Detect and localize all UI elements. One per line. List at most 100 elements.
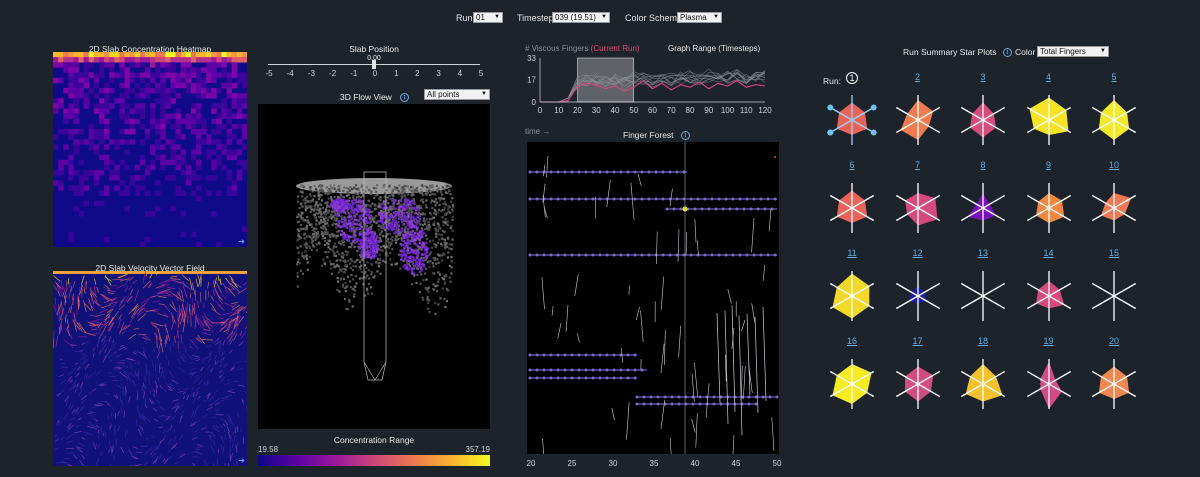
heatmap-cell xyxy=(53,108,58,113)
star-run-number[interactable]: 13 xyxy=(953,248,1013,258)
heatmap-cell xyxy=(73,114,78,119)
star-run-number[interactable]: 20 xyxy=(1084,336,1144,346)
star-plot-run-1[interactable]: 1 xyxy=(822,72,882,152)
heatmap-cell xyxy=(196,150,201,155)
star-run-number[interactable]: 2 xyxy=(888,72,948,82)
finger-node xyxy=(690,254,693,257)
flow-point xyxy=(365,225,367,227)
flow-point xyxy=(299,229,301,231)
flow-point xyxy=(316,249,318,251)
flow-point xyxy=(331,217,333,219)
flow-point xyxy=(388,211,390,213)
color-scheme-select[interactable]: Plasma ▼ xyxy=(677,12,722,23)
star-plot-run-4[interactable]: 4 xyxy=(1019,72,1079,152)
star-run-number[interactable]: 15 xyxy=(1084,248,1144,258)
flow-point xyxy=(389,233,391,235)
star-plot-run-11[interactable]: 11 xyxy=(822,248,882,328)
heatmap-cell xyxy=(73,206,78,211)
flow-view-title: 3D Flow View xyxy=(340,92,392,102)
info-icon[interactable]: i xyxy=(681,131,690,140)
heatmap-cell xyxy=(206,150,211,155)
heatmap-cell xyxy=(216,52,221,57)
star-plot-run-9[interactable]: 9 xyxy=(1019,160,1079,240)
vector-arrow xyxy=(214,290,215,296)
heatmap-cell xyxy=(155,124,160,129)
finger-node xyxy=(606,369,609,372)
star-run-number[interactable]: 5 xyxy=(1084,72,1144,82)
star-plot-run-15[interactable]: 15 xyxy=(1084,248,1144,328)
flow-finger-point xyxy=(407,213,409,215)
slab-slider-handle[interactable] xyxy=(372,60,376,69)
star-plot-run-8[interactable]: 8 xyxy=(953,160,1013,240)
star-plot-run-2[interactable]: 2 xyxy=(888,72,948,152)
flow-finger-point xyxy=(407,228,409,230)
star-axis xyxy=(961,284,983,297)
star-run-number[interactable]: 9 xyxy=(1019,160,1079,170)
star-plot-run-18[interactable]: 18 xyxy=(953,336,1013,416)
star-run-number[interactable]: 11 xyxy=(822,248,882,258)
star-run-number[interactable]: 6 xyxy=(822,160,882,170)
heatmap-cell xyxy=(73,93,78,98)
points-select[interactable]: All points ▼ xyxy=(424,89,490,100)
star-plot-run-7[interactable]: 7 xyxy=(888,160,948,240)
star-run-number[interactable]: 12 xyxy=(888,248,948,258)
heatmap-cell xyxy=(160,98,165,103)
heatmap-cell xyxy=(119,160,124,165)
star-plot-run-10[interactable]: 10 xyxy=(1084,160,1144,240)
star-plot-run-6[interactable]: 6 xyxy=(822,160,882,240)
expand-arrow-icon[interactable]: ➔ xyxy=(238,456,245,465)
star-run-number[interactable]: 19 xyxy=(1019,336,1079,346)
finger-node xyxy=(599,377,602,380)
vector-arrow xyxy=(215,355,216,360)
flow-point xyxy=(314,207,316,209)
heatmap-cell xyxy=(211,139,216,144)
star-plot-run-3[interactable]: 3 xyxy=(953,72,1013,152)
star-plot-run-16[interactable]: 16 xyxy=(822,336,882,416)
flow-finger-point xyxy=(392,198,394,200)
star-plot-run-13[interactable]: 13 xyxy=(953,248,1013,328)
fingers-line-chart[interactable]: 33 17 0 0 10 20 30 40 50 60 70 80 90 100 110 120 xyxy=(510,52,780,124)
star-plot-run-12[interactable]: 12 xyxy=(888,248,948,328)
finger-forest[interactable] xyxy=(527,142,779,454)
star-run-number[interactable]: 8 xyxy=(953,160,1013,170)
star-plot-svg xyxy=(1019,174,1079,236)
vector-arrow xyxy=(180,404,183,410)
vector-arrow xyxy=(172,313,174,323)
flow-point xyxy=(346,285,348,287)
star-run-number[interactable]: 14 xyxy=(1019,248,1079,258)
info-icon[interactable]: i xyxy=(1003,48,1012,57)
finger-node xyxy=(578,377,581,380)
vector-arrow xyxy=(96,425,99,428)
star-run-number[interactable]: 1 xyxy=(846,72,858,84)
star-run-number[interactable]: 4 xyxy=(1019,72,1079,82)
star-color-select[interactable]: Total Fingers ▼ xyxy=(1037,46,1109,57)
velocity-vector-field[interactable]: ➔ xyxy=(53,271,247,466)
flow-point xyxy=(312,198,314,200)
star-plot-run-5[interactable]: 5 xyxy=(1084,72,1144,152)
star-run-number[interactable]: 17 xyxy=(888,336,948,346)
expand-arrow-icon[interactable]: ➔ xyxy=(238,237,245,246)
star-plot-run-19[interactable]: 19 xyxy=(1019,336,1079,416)
flow-point xyxy=(349,190,351,192)
finger-branch xyxy=(739,315,742,435)
heatmap-cell xyxy=(186,170,191,175)
star-run-number[interactable]: 16 xyxy=(822,336,882,346)
info-icon[interactable]: i xyxy=(400,93,409,102)
star-run-number[interactable]: 18 xyxy=(953,336,1013,346)
star-plot-run-20[interactable]: 20 xyxy=(1084,336,1144,416)
star-run-number[interactable]: 3 xyxy=(953,72,1013,82)
star-plot-run-17[interactable]: 17 xyxy=(888,336,948,416)
vector-arrow xyxy=(82,455,85,459)
star-plot-run-14[interactable]: 14 xyxy=(1019,248,1079,328)
run-select[interactable]: 01 ▼ xyxy=(473,12,503,23)
star-run-number[interactable]: 10 xyxy=(1084,160,1144,170)
star-run-number[interactable]: 7 xyxy=(888,160,948,170)
vector-arrow xyxy=(170,276,177,277)
heatmap-cell xyxy=(206,73,211,78)
flow-view-3d[interactable] xyxy=(258,104,490,429)
vector-arrow xyxy=(180,282,190,290)
vector-arrow xyxy=(110,359,113,362)
concentration-heatmap[interactable]: ➔ xyxy=(53,52,247,247)
finger-node xyxy=(690,198,693,201)
timestep-select[interactable]: 039 (19.51) ▼ xyxy=(552,12,610,23)
